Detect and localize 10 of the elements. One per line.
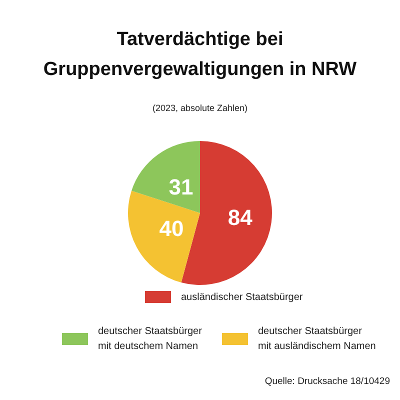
chart-subtitle: (2023, absolute Zahlen): [152, 103, 248, 113]
data-label: 40: [159, 216, 184, 241]
data-label: 84: [228, 204, 254, 230]
legend-label: deutscher Staatsbürger mit ausländischem Namen: [258, 326, 376, 352]
pie-slice: [132, 141, 200, 213]
data-label: 31: [168, 174, 194, 200]
source-note: Quelle: Drucksache 18/10429: [264, 376, 390, 387]
legend-label: ausländischer Staatsbürger: [181, 292, 304, 302]
legend-label: deutscher Staatsbürger mit deutschem Namen: [98, 326, 203, 352]
chart-title: Tatverdächtige bei Gruppenvergewaltigungen in NRW: [43, 29, 357, 80]
